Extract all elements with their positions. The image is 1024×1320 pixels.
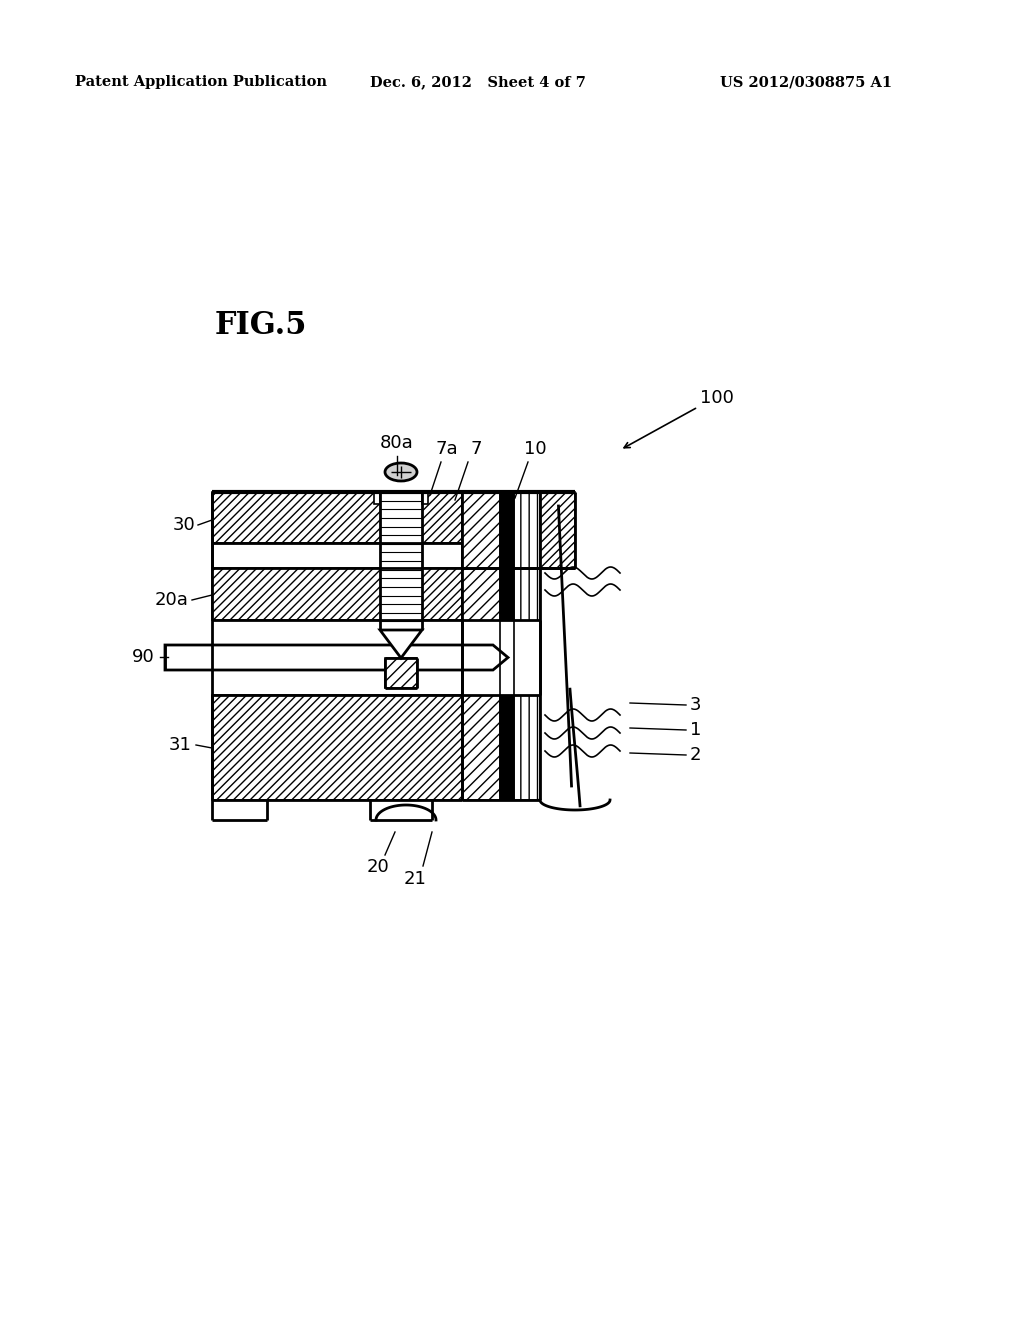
Bar (462, 492, 575, 568)
Bar (212, 568, 462, 620)
Bar (380, 492, 422, 630)
Text: US 2012/0308875 A1: US 2012/0308875 A1 (720, 75, 892, 88)
Polygon shape (380, 630, 422, 657)
Bar (212, 696, 462, 800)
Text: 1: 1 (690, 721, 701, 739)
Bar (500, 492, 514, 800)
Bar (462, 620, 580, 696)
Bar (462, 492, 500, 800)
Polygon shape (165, 645, 508, 671)
Bar (422, 492, 428, 504)
Text: 10: 10 (523, 440, 547, 458)
Bar (374, 492, 380, 504)
Bar (212, 492, 462, 543)
Text: 30: 30 (172, 516, 195, 535)
Text: 90: 90 (132, 648, 155, 667)
Text: 31: 31 (169, 737, 193, 754)
Text: 100: 100 (700, 389, 734, 407)
Text: 2: 2 (690, 746, 701, 764)
Text: FIG.5: FIG.5 (215, 310, 307, 341)
Text: 20a: 20a (155, 591, 188, 609)
Text: 20: 20 (367, 858, 389, 876)
Text: 3: 3 (690, 696, 701, 714)
Bar (514, 492, 540, 800)
Ellipse shape (385, 463, 417, 480)
Text: 7: 7 (470, 440, 481, 458)
Text: 21: 21 (403, 870, 426, 888)
Text: Patent Application Publication: Patent Application Publication (75, 75, 327, 88)
Text: 7a: 7a (435, 440, 459, 458)
Text: 80a: 80a (380, 434, 414, 451)
Bar (385, 657, 417, 688)
Text: Dec. 6, 2012   Sheet 4 of 7: Dec. 6, 2012 Sheet 4 of 7 (370, 75, 586, 88)
